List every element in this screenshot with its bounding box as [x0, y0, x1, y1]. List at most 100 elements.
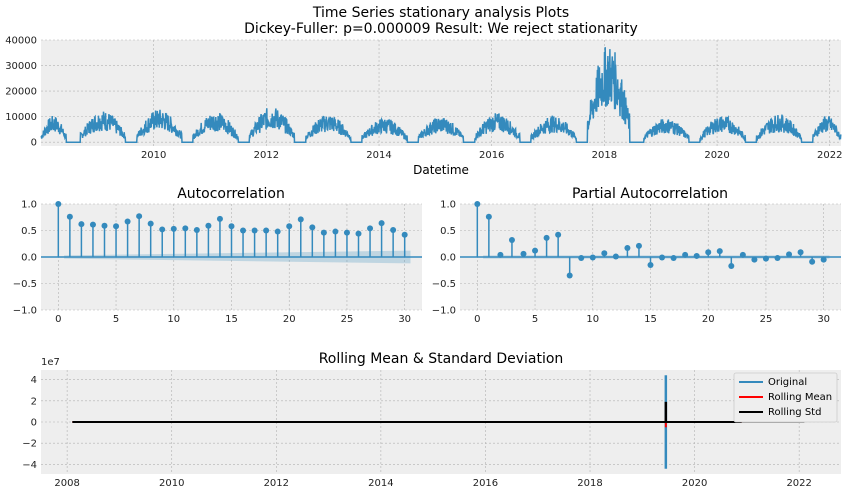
timeseries-panel: 2010 2012 2014 2016 2018 2020 2022 0 10000 20000 3… [5, 36, 842, 178]
rolling-xtick-label: 2018 [577, 478, 602, 489]
timeseries-line [40, 47, 842, 143]
pacf-xtick-label: 20 [702, 314, 715, 325]
acf-xtick-label: 10 [167, 314, 180, 325]
timeseries-ytick-label: 40000 [5, 36, 37, 47]
pacf-marker [728, 263, 735, 270]
acf-xtick-label: 0 [55, 314, 61, 325]
acf-marker [147, 220, 154, 227]
acf-marker [297, 216, 304, 223]
rolling-xtick-label: 2020 [682, 478, 707, 489]
pacf-marker [601, 250, 608, 257]
acf-marker [355, 230, 362, 237]
timeseries-ytick-label: 20000 [5, 87, 37, 98]
acf-marker [274, 228, 281, 235]
pacf-marker [589, 254, 596, 261]
acf-ytick-label: −0.5 [13, 279, 37, 290]
timeseries-xlabel: Datetime [413, 163, 469, 177]
rolling-xtick-label: 2012 [264, 478, 289, 489]
pacf-marker [508, 237, 515, 244]
rolling-xtick-label: 2010 [159, 478, 184, 489]
pacf-ytick-label: −1.0 [432, 306, 456, 317]
timeseries-xtick-label: 2018 [592, 150, 617, 161]
acf-xtick-label: 15 [225, 314, 238, 325]
pacf-marker [532, 247, 539, 254]
pacf-xtick-label: 25 [760, 314, 773, 325]
pacf-title: Partial Autocorrelation [572, 186, 728, 202]
acf-marker [332, 228, 339, 235]
pacf-marker [474, 201, 481, 207]
pacf-panel: Partial Autocorrelation 0 5 10 15 20 25 30 −1.0… [432, 186, 841, 325]
pacf-marker [797, 249, 804, 256]
pacf-xtick-label: 5 [532, 314, 538, 325]
acf-marker [113, 223, 120, 230]
pacf-ytick-label: 1.0 [440, 200, 456, 211]
timeseries-ytick-label: 10000 [5, 112, 37, 123]
pacf-marker [485, 213, 492, 220]
rolling-ytick-label: −2 [22, 439, 37, 450]
acf-marker [367, 225, 374, 232]
pacf-marker [820, 256, 827, 263]
pacf-marker [497, 251, 504, 258]
timeseries-xtick-label: 2012 [254, 150, 279, 161]
pacf-xtick-label: 10 [586, 314, 599, 325]
pacf-marker [555, 231, 562, 238]
pacf-marker [670, 255, 677, 262]
acf-marker [78, 221, 85, 228]
acf-marker [216, 215, 223, 222]
pacf-marker [739, 251, 746, 258]
timeseries-xtick-label: 2016 [479, 150, 504, 161]
acf-marker [182, 225, 189, 232]
acf-ytick-label: 1.0 [21, 200, 37, 211]
acf-marker [159, 226, 166, 233]
pacf-ytick-label: 0.0 [440, 253, 456, 264]
acf-marker [309, 224, 316, 231]
figure-title-line2: Dickey-Fuller: p=0.000009 Result: We rej… [244, 21, 638, 37]
pacf-marker [774, 255, 781, 262]
acf-marker [136, 213, 143, 220]
acf-xtick-label: 25 [341, 314, 354, 325]
rolling-title: Rolling Mean & Standard Deviation [319, 351, 564, 367]
pacf-marker [682, 251, 689, 258]
acf-title: Autocorrelation [177, 186, 285, 202]
acf-marker [401, 231, 408, 238]
timeseries-xtick-label: 2020 [704, 150, 729, 161]
pacf-marker [624, 244, 631, 251]
acf-marker [390, 226, 397, 233]
acf-marker [240, 227, 247, 234]
acf-marker [55, 201, 62, 207]
acf-marker [228, 223, 235, 230]
pacf-marker [635, 242, 642, 249]
acf-panel: Autocorrelation 0 5 10 15 20 25 30 −1.0 −0.5 0.0 0… [13, 186, 422, 325]
pacf-marker [659, 254, 666, 261]
rolling-panel: Rolling Mean & Standard Deviation 1e7 20… [22, 351, 841, 489]
pacf-ytick-label: 0.5 [440, 226, 456, 237]
rolling-xtick-label: 2014 [368, 478, 393, 489]
rolling-ytick-label: 0 [31, 418, 37, 429]
acf-marker [286, 223, 293, 230]
pacf-marker [647, 261, 654, 268]
acf-ytick-label: −1.0 [13, 306, 37, 317]
rolling-xtick-label: 2016 [473, 478, 498, 489]
acf-marker [343, 229, 350, 236]
pacf-marker [762, 255, 769, 262]
acf-marker [66, 213, 73, 220]
pacf-marker [716, 248, 723, 255]
rolling-xtick-label: 2008 [54, 478, 79, 489]
pacf-ytick-label: −0.5 [432, 279, 456, 290]
figure-title-line1: Time Series stationary analysis Plots [312, 5, 569, 21]
pacf-marker [751, 256, 758, 263]
legend-rolling-std-label: Rolling Std [768, 407, 821, 418]
timeseries-ytick-label: 0 [31, 138, 37, 149]
pacf-marker [578, 255, 585, 262]
pacf-marker [809, 258, 816, 265]
acf-marker [320, 229, 327, 236]
acf-marker [378, 220, 385, 227]
acf-xtick-label: 5 [113, 314, 119, 325]
pacf-marker [612, 253, 619, 260]
acf-xtick-label: 30 [398, 314, 411, 325]
pacf-marker [786, 251, 793, 258]
pacf-marker [543, 234, 550, 241]
pacf-marker [520, 250, 527, 257]
acf-xtick-label: 20 [283, 314, 296, 325]
